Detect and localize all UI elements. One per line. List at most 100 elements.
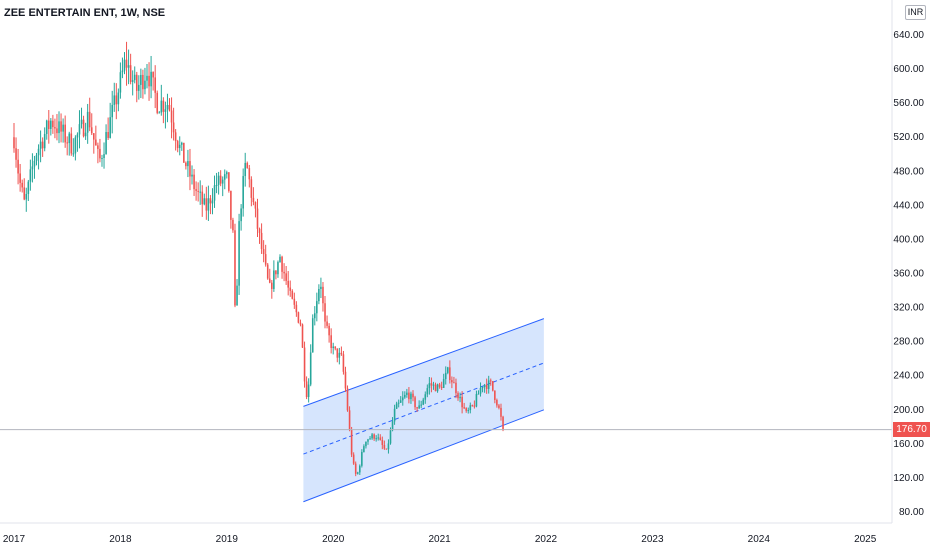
candle-body	[78, 124, 81, 135]
candle-body	[129, 65, 132, 82]
candle-body	[359, 465, 361, 473]
candle-body	[195, 189, 197, 191]
price-tick-label: 120.00	[893, 473, 924, 484]
candle-body	[399, 400, 402, 403]
candle-body	[262, 249, 265, 255]
candle-body	[297, 312, 300, 323]
candle-body	[475, 394, 478, 407]
chart-title: ZEE ENTERTAIN ENT, 1W, NSE	[4, 7, 166, 19]
candle-body	[498, 405, 500, 408]
candle-body	[246, 162, 249, 169]
candle-body	[228, 172, 230, 191]
candle-body	[99, 148, 101, 159]
candle-body	[324, 303, 326, 322]
candle-body	[223, 174, 226, 180]
candle-body	[154, 77, 156, 93]
price-tick-label: 280.00	[893, 337, 924, 348]
parallel-channel[interactable]	[303, 318, 545, 503]
candle-body	[82, 119, 85, 137]
candle-body	[215, 185, 218, 187]
time-tick-label: 2021	[428, 534, 451, 545]
candle-body	[436, 384, 439, 392]
candle-body	[256, 208, 259, 229]
candle-body	[285, 273, 287, 281]
price-tick-label: 560.00	[893, 98, 924, 109]
candle-body	[176, 141, 179, 149]
candle-body	[258, 228, 261, 233]
candle-body	[326, 321, 328, 326]
candle-body	[74, 137, 77, 154]
candle-body	[430, 383, 433, 386]
candle-body	[281, 256, 283, 272]
candle-body	[107, 132, 109, 138]
candle-body	[459, 396, 461, 399]
price-tick-label: 600.00	[893, 64, 924, 75]
candle-body	[397, 402, 400, 404]
candle-body	[232, 219, 234, 231]
candle-body	[268, 278, 271, 283]
candle-body	[29, 169, 32, 182]
candle-body	[64, 124, 66, 143]
price-tick-label: 520.00	[893, 132, 924, 143]
candle-body	[408, 392, 410, 400]
candle-body	[62, 124, 64, 132]
candle-body	[93, 133, 95, 140]
candle-body	[295, 304, 298, 313]
candle-body	[201, 191, 204, 205]
candle-body	[465, 408, 467, 411]
candle-body	[391, 421, 394, 431]
candle-body	[356, 472, 359, 474]
candle-body	[248, 168, 251, 180]
candle-body	[105, 132, 107, 155]
candle-body	[113, 95, 116, 105]
candle-body	[111, 104, 114, 118]
time-tick-label: 2024	[748, 534, 771, 545]
time-tick-label: 2019	[216, 534, 239, 545]
candle-body	[301, 324, 304, 348]
candle-body	[133, 74, 136, 81]
candle-body	[344, 371, 347, 389]
candle-body	[299, 322, 302, 325]
candle-body	[19, 173, 21, 183]
candle-body	[446, 367, 449, 373]
candle-body	[234, 230, 236, 306]
candle-body	[309, 352, 312, 385]
candle-body	[23, 187, 26, 200]
candle-body	[477, 393, 480, 395]
currency-badge[interactable]: INR	[905, 5, 926, 20]
candle-body	[148, 75, 150, 87]
candle-body	[103, 154, 105, 158]
candle-body	[365, 441, 367, 447]
price-tick-label: 320.00	[893, 303, 924, 314]
candle-body	[236, 285, 238, 306]
price-axis[interactable]: 80.00 120.00 160.00 200.00 240.00 280.00 320.0…	[893, 30, 924, 518]
price-tick-label: 240.00	[893, 371, 924, 382]
price-tick-label: 80.00	[899, 507, 924, 518]
candle-body	[158, 112, 161, 114]
candle-body	[273, 270, 275, 289]
candle-body	[47, 120, 50, 129]
candle-body	[467, 410, 470, 412]
candle-body	[385, 448, 388, 450]
candle-body	[444, 372, 447, 380]
candle-body	[144, 80, 146, 90]
candle-body	[76, 134, 79, 138]
candle-body	[340, 352, 343, 355]
candle-body	[199, 191, 201, 193]
candle-body	[191, 174, 193, 177]
candle-body	[381, 440, 384, 445]
candle-body	[279, 256, 281, 263]
candle-body	[406, 392, 408, 395]
time-axis[interactable]: 2017 2018 2019 2020 2021 2022 2023 2024 2025	[3, 534, 877, 545]
time-tick-label: 2022	[535, 534, 558, 545]
candle-body	[342, 354, 345, 372]
candle-body	[489, 380, 492, 382]
candle-body	[180, 142, 183, 145]
candle-body	[56, 128, 58, 134]
candle-body	[455, 382, 457, 394]
candle-body	[451, 380, 453, 383]
candle-body	[170, 110, 173, 123]
candle-body	[209, 198, 212, 204]
candle-body	[271, 282, 273, 289]
